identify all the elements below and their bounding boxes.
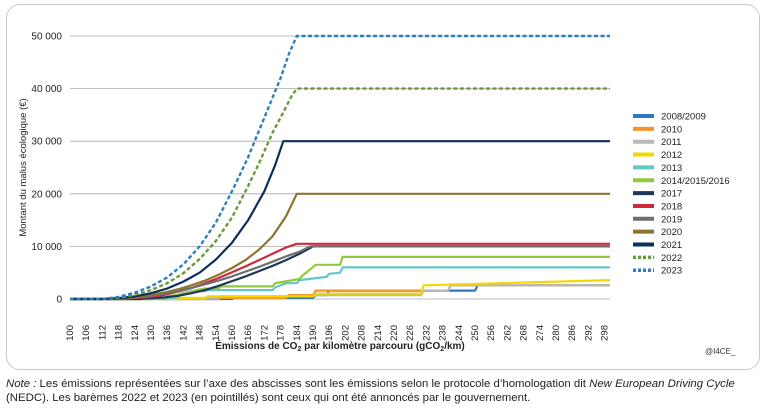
x-tick-label: 130 <box>146 325 157 341</box>
x-tick-label: 220 <box>389 325 400 341</box>
x-tick-label: 172 <box>259 325 270 341</box>
x-tick-label: 112 <box>97 325 108 340</box>
x-tick-label: 274 <box>535 325 546 341</box>
x-tick-label: 154 <box>211 325 222 341</box>
legend-label: 2008/2009 <box>661 112 706 123</box>
legend-label: 2023 <box>661 266 682 277</box>
legend-label: 2022 <box>661 253 682 264</box>
y-tick-label: 40 000 <box>31 84 62 95</box>
x-tick-label: 190 <box>308 325 319 341</box>
x-tick-label: 262 <box>502 325 513 341</box>
y-axis-label: Montant du malus écologique (€) <box>18 98 29 236</box>
x-tick-label: 148 <box>195 325 206 341</box>
x-tick-label: 142 <box>178 325 189 341</box>
x-tick-label: 166 <box>243 325 254 341</box>
x-tick-label: 118 <box>114 325 125 340</box>
x-tick-label: 136 <box>162 325 173 341</box>
legend-label: 2017 <box>661 189 682 200</box>
x-tick-label: 250 <box>470 325 481 341</box>
x-tick-label: 280 <box>551 325 562 341</box>
legend-label: 2019 <box>661 214 682 225</box>
y-tick-label: 50 000 <box>31 32 62 43</box>
note-lead: Note : <box>6 378 37 390</box>
y-tick-label: 20 000 <box>31 189 62 200</box>
x-tick-label: 256 <box>486 325 497 341</box>
series-line <box>70 34 610 301</box>
x-axis-label: Émissions de CO2 par kilomètre parcouru … <box>215 339 465 353</box>
legend-label: 2011 <box>661 137 681 148</box>
x-tick-label: 292 <box>583 325 594 341</box>
y-tick-label: 0 <box>56 295 62 306</box>
legend-label: 2021 <box>661 240 682 251</box>
series-line <box>70 279 611 301</box>
x-tick-label: 124 <box>130 325 141 341</box>
x-tick-label: 100 <box>65 325 76 341</box>
x-tick-label: 178 <box>276 325 287 341</box>
x-tick-label: 226 <box>405 325 416 341</box>
chart-frame <box>6 4 760 370</box>
x-tick-label: 208 <box>357 325 368 341</box>
legend-label: 2010 <box>661 124 682 135</box>
y-tick-label: 30 000 <box>31 137 62 148</box>
series-line <box>70 245 610 301</box>
y-tick-label: 10 000 <box>31 242 62 253</box>
series-line <box>70 140 610 301</box>
x-tick-label: 160 <box>227 325 238 341</box>
legend-label: 2012 <box>661 150 682 161</box>
x-tick-label: 238 <box>438 325 449 341</box>
legend-label: 2018 <box>661 201 682 212</box>
x-tick-label: 232 <box>421 325 432 341</box>
x-tick-label: 298 <box>600 325 611 341</box>
series-line <box>70 266 610 301</box>
credit-label: @I4CE_ <box>705 347 736 356</box>
x-tick-label: 202 <box>340 325 351 341</box>
note-text-2: (NEDC). Les barèmes 2022 et 2023 (en poi… <box>6 392 531 404</box>
legend-label: 2020 <box>661 227 682 238</box>
x-tick-label: 196 <box>324 325 335 341</box>
x-tick-label: 268 <box>519 325 530 341</box>
x-tick-label: 244 <box>454 325 465 341</box>
line-chart: 0 10 000 20 000 30 000 40 000 50 000 100 106 112… <box>18 32 730 354</box>
note-text-1: Les émissions représentées sur l’axe des… <box>36 378 590 390</box>
x-tick-label: 106 <box>81 325 92 341</box>
x-tick-label: 286 <box>567 325 578 341</box>
series-line <box>70 87 610 301</box>
x-tick-label: 184 <box>292 325 303 341</box>
legend-label: 2014/2015/2016 <box>661 176 730 187</box>
x-tick-label: 214 <box>373 325 384 341</box>
legend-label: 2013 <box>661 163 682 174</box>
figure-note: Note : Les émissions représentées sur l’… <box>6 377 764 405</box>
note-nedc: New European Driving Cycle <box>589 378 735 390</box>
